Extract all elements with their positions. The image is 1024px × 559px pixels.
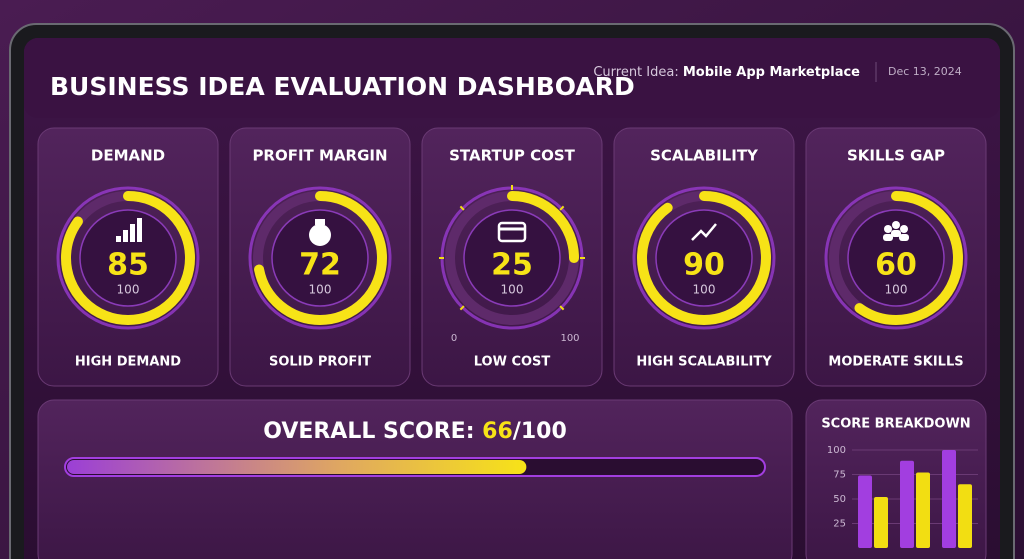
gauge-glow xyxy=(824,186,968,330)
card-caption: LOW COST xyxy=(474,355,551,370)
overall-value: 66 xyxy=(482,419,513,444)
bar xyxy=(858,475,872,548)
card-title: SKILLS GAP xyxy=(847,147,945,165)
idea-label: Current Idea: xyxy=(593,65,678,80)
icon xyxy=(137,218,142,242)
overall-panel xyxy=(37,399,793,559)
bar xyxy=(900,460,914,548)
gauge-arc xyxy=(253,191,387,325)
gauge-arc xyxy=(829,191,963,325)
overall-separator: / xyxy=(513,419,522,444)
gauge-min-label: 0 xyxy=(451,333,457,344)
icon xyxy=(315,219,325,225)
icon xyxy=(883,234,893,241)
card-title: SCALABILITY xyxy=(650,147,759,165)
gauge-arc xyxy=(637,191,771,325)
overall-label: OVERALL SCORE: xyxy=(263,419,474,444)
icon xyxy=(891,230,901,237)
gauge-arc xyxy=(61,191,195,325)
card-title: PROFIT MARGIN xyxy=(252,147,387,165)
gauge-inner xyxy=(655,209,753,307)
score-value: 72 xyxy=(299,248,341,283)
score-value: 90 xyxy=(683,248,725,283)
card-caption: MODERATE SKILLS xyxy=(828,355,963,370)
card-caption: HIGH SCALABILITY xyxy=(636,355,772,370)
score-value: 60 xyxy=(875,248,917,283)
gauge-tick xyxy=(459,205,465,211)
y-tick-label: 25 xyxy=(833,519,846,530)
gauge-tick xyxy=(459,305,465,311)
score-value: 25 xyxy=(491,248,533,283)
header-bar xyxy=(24,38,1000,118)
score-value: 85 xyxy=(107,248,149,283)
bar xyxy=(874,497,888,548)
dashboard-title: BUSINESS IDEA EVALUATION DASHBOARD xyxy=(50,72,635,101)
score-max: 100 xyxy=(309,283,332,297)
card-title: STARTUP COST xyxy=(449,147,576,165)
breakdown-panel xyxy=(805,399,987,559)
card-title: DEMAND xyxy=(91,147,165,165)
icon xyxy=(309,224,331,246)
icon xyxy=(884,225,892,233)
icon xyxy=(123,230,128,242)
bar xyxy=(958,484,972,548)
gauge-tick xyxy=(559,305,565,311)
icon xyxy=(900,225,908,233)
y-tick-label: 100 xyxy=(827,445,846,456)
gauge-glow xyxy=(632,186,776,330)
icon xyxy=(691,223,717,241)
score-max: 100 xyxy=(501,283,524,297)
overall-score: OVERALL SCORE: 66/100 xyxy=(263,419,567,444)
card-caption: SOLID PROFIT xyxy=(269,355,371,370)
overall-fill xyxy=(67,460,527,474)
bar xyxy=(942,450,956,548)
score-max: 100 xyxy=(885,283,908,297)
y-tick-label: 50 xyxy=(833,494,846,505)
gauge-inner xyxy=(847,209,945,307)
current-idea: Current Idea: Mobile App Marketplace xyxy=(593,65,860,80)
gauge-inner xyxy=(271,209,369,307)
gauge-inner xyxy=(79,209,177,307)
gauge-glow xyxy=(248,186,392,330)
y-tick-label: 75 xyxy=(833,470,846,481)
idea-value: Mobile App Marketplace xyxy=(683,65,860,80)
icon xyxy=(899,234,909,241)
card-caption: HIGH DEMAND xyxy=(75,355,181,370)
gauge-arc xyxy=(445,191,579,325)
overall-max: 100 xyxy=(521,419,567,444)
gauge-tick xyxy=(559,205,565,211)
icon xyxy=(892,221,900,229)
score-max: 100 xyxy=(117,283,140,297)
bar xyxy=(916,472,930,548)
breakdown-title: SCORE BREAKDOWN xyxy=(821,417,970,432)
gauge-glow xyxy=(56,186,200,330)
icon xyxy=(130,224,135,242)
icon xyxy=(116,236,121,242)
score-max: 100 xyxy=(693,283,716,297)
gauge-max-label: 100 xyxy=(560,333,579,344)
gauge-inner xyxy=(463,209,561,307)
icon xyxy=(497,221,527,243)
date: Dec 13, 2024 xyxy=(888,65,962,78)
